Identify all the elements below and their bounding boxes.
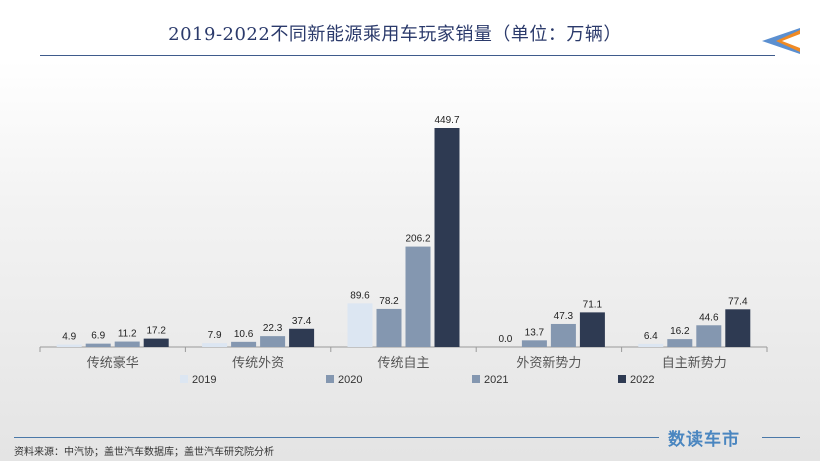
bar-2020-4 [521, 340, 547, 347]
bar-2019-3 [347, 303, 373, 347]
bar-2022-1 [143, 338, 169, 347]
bar-2022-3 [434, 128, 460, 347]
source-note: 资料来源：中汽协；盖世汽车数据库；盖世汽车研究院分析 [14, 447, 274, 458]
bar-2021-1 [114, 341, 140, 347]
data-label: 17.2 [146, 326, 166, 337]
data-label: 22.3 [263, 323, 283, 334]
data-label: 37.4 [292, 316, 312, 327]
legend-label: 2022 [630, 374, 654, 386]
bar-2021-2 [260, 336, 286, 347]
data-label: 44.6 [699, 312, 719, 323]
bar-2019-1 [56, 344, 82, 347]
bar-2020-2 [231, 341, 257, 347]
data-label: 47.3 [554, 311, 574, 322]
data-label: 77.4 [728, 296, 748, 307]
legend-swatch [472, 375, 480, 383]
brand-logo: 数读车市 [668, 430, 740, 450]
bar-2021-5 [696, 325, 722, 347]
data-label: 89.6 [350, 290, 370, 301]
bar-2022-5 [725, 309, 751, 347]
footer-divider-right [762, 437, 800, 438]
bar-2021-3 [405, 246, 431, 347]
data-label: 11.2 [118, 329, 137, 340]
title-divider [40, 55, 775, 56]
data-label: 4.9 [62, 332, 76, 343]
legend-label: 2019 [192, 374, 216, 386]
data-label: 206.2 [405, 234, 430, 245]
data-label: 7.9 [208, 330, 222, 341]
data-label: 78.2 [379, 296, 399, 307]
data-label: 0.0 [498, 334, 512, 345]
arrow-logo-icon [762, 28, 800, 54]
x-tick-label: 传统豪华 [87, 355, 139, 371]
legend-label: 2020 [338, 374, 362, 386]
x-tick-label: 传统外资 [232, 356, 284, 371]
bar-2020-5 [667, 339, 693, 347]
data-label: 13.7 [525, 327, 545, 338]
x-tick-label: 自主新势力 [662, 355, 727, 371]
bar-2022-2 [289, 328, 315, 347]
bar-2022-4 [579, 312, 605, 347]
legend-swatch [618, 375, 626, 383]
data-label: 71.1 [583, 299, 603, 310]
bar-2020-1 [85, 343, 111, 347]
bar-2019-5 [638, 343, 664, 347]
footer-divider-left [14, 437, 659, 438]
legend-swatch [180, 375, 188, 383]
bar-2021-4 [550, 323, 576, 347]
x-tick-label: 外资新势力 [516, 355, 581, 371]
legend-swatch [326, 375, 334, 383]
data-label: 10.6 [234, 329, 254, 340]
legend-label: 2021 [484, 374, 508, 386]
data-label: 449.7 [434, 115, 459, 126]
x-tick-label: 传统自主 [377, 356, 429, 371]
data-label: 6.4 [644, 331, 658, 342]
data-label: 16.2 [670, 326, 690, 337]
bar-2019-2 [202, 343, 228, 347]
bar-2020-3 [376, 308, 402, 347]
chart-title: 2019-2022不同新能源乘用车玩家销量（单位：万辆） [168, 24, 622, 45]
data-label: 6.9 [91, 331, 105, 342]
